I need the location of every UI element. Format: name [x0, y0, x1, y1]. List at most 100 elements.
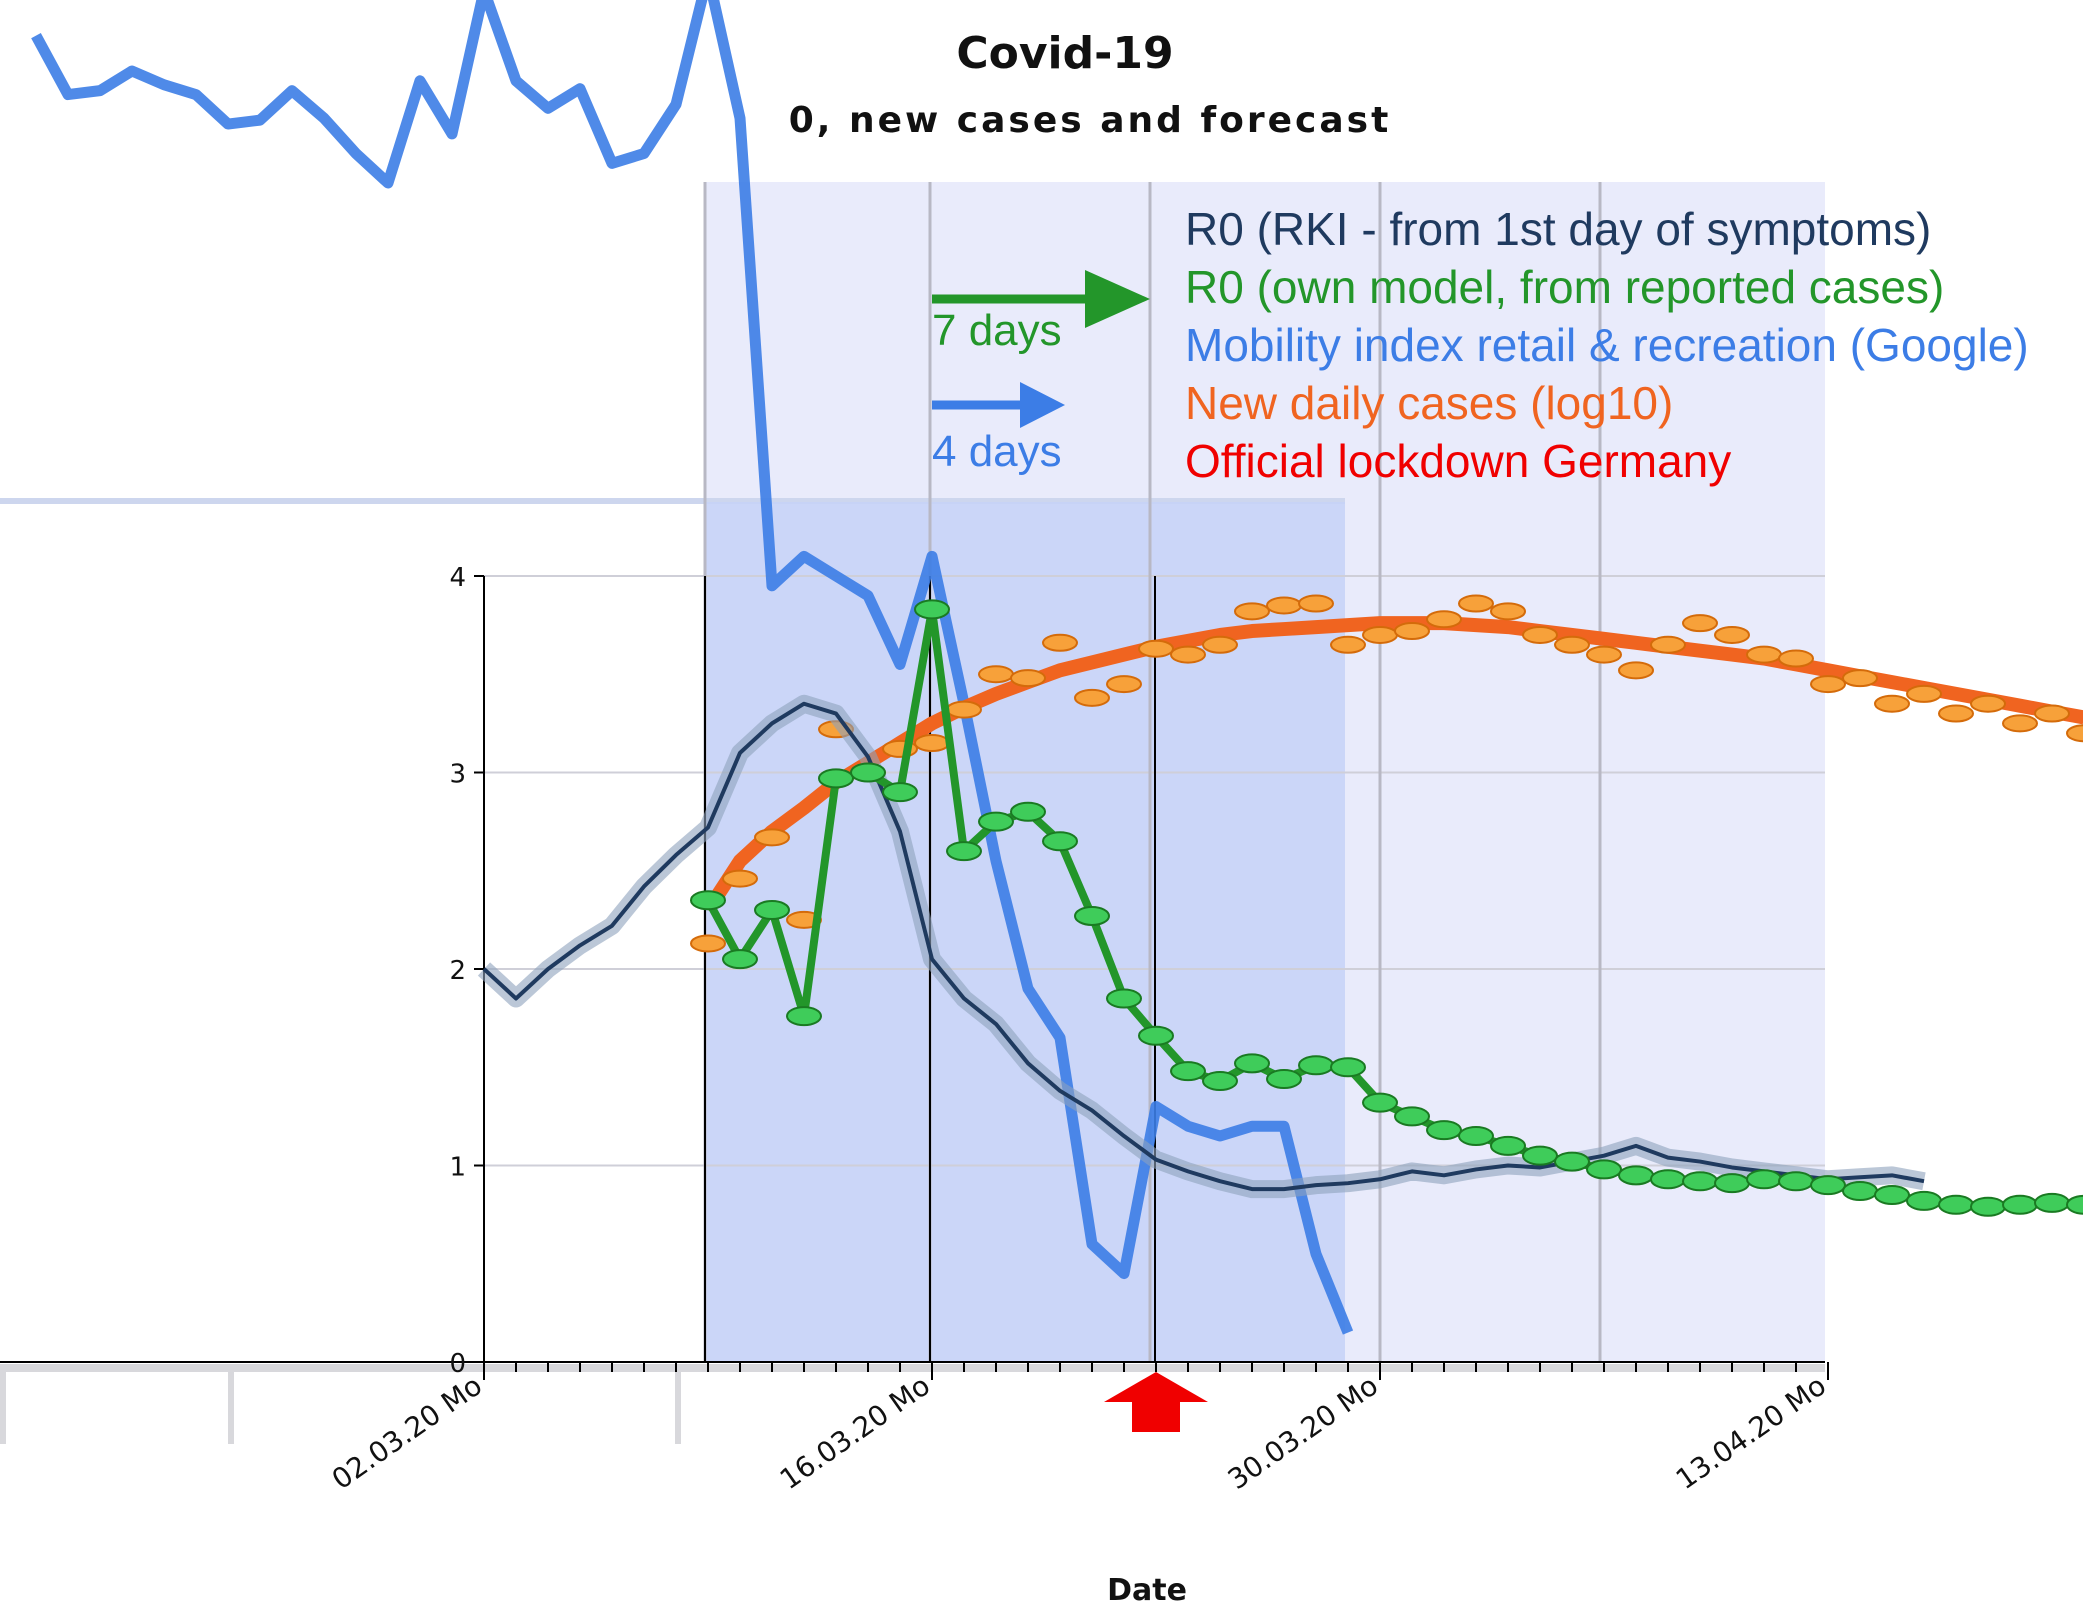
lockdown-marker — [1104, 1372, 1208, 1432]
cases-point — [1490, 602, 1526, 621]
mobility-baseline-band — [0, 498, 1345, 504]
cases-point — [1650, 635, 1686, 654]
own-model-point — [1042, 831, 1078, 852]
cases-point — [722, 869, 758, 888]
cases-point — [1586, 645, 1622, 664]
own-model-point — [850, 762, 886, 783]
cases-point — [1106, 675, 1142, 694]
own-model-point — [1586, 1159, 1622, 1180]
cases-point — [1746, 645, 1782, 664]
legend-entry-mobility: Mobility index retail & recreation (Goog… — [1185, 319, 2029, 371]
own-model-point — [1330, 1057, 1366, 1078]
legend-entry-r0-own: R0 (own model, from reported cases) — [1185, 261, 1944, 313]
annotation-7-days-label: 7 days — [932, 306, 1062, 355]
cases-point — [1938, 704, 1974, 723]
x-axis-title: Date — [1107, 1573, 1187, 1608]
own-model-point — [1906, 1190, 1942, 1211]
cases-point — [946, 700, 982, 719]
own-model-point — [1266, 1069, 1302, 1090]
x-tick-label: 13.04.20 Mo — [1670, 1369, 1832, 1496]
annotation-4-days-label: 4 days — [932, 427, 1062, 476]
cases-point — [1554, 635, 1590, 654]
own-model-point — [754, 900, 790, 921]
own-model-point — [1842, 1181, 1878, 1202]
cases-point — [1810, 675, 1846, 694]
cases-point — [1042, 633, 1078, 652]
own-model-point — [1970, 1196, 2006, 1217]
own-model-point — [1202, 1071, 1238, 1092]
own-model-point — [978, 811, 1014, 832]
own-model-point — [1010, 801, 1046, 822]
cases-point — [1426, 610, 1462, 629]
cases-point — [1682, 614, 1718, 633]
cases-point — [1874, 694, 1910, 713]
legend-entry-lockdown: Official lockdown Germany — [1185, 435, 1731, 487]
cases-point — [1714, 625, 1750, 644]
x-axis-shadow — [0, 1364, 1825, 1372]
own-model-point — [1106, 988, 1142, 1009]
y-tick-label: 2 — [449, 956, 466, 986]
annotation-7-days: 7 days — [932, 270, 1150, 355]
past-tick — [228, 1364, 234, 1444]
series-r0-own-model — [690, 599, 2083, 1217]
y-tick-label: 1 — [449, 1153, 466, 1183]
own-model-point — [1714, 1173, 1750, 1194]
series-r0-rki — [477, 694, 1926, 1199]
own-model-point — [1874, 1184, 1910, 1205]
own-model-point — [1778, 1171, 1814, 1192]
own-model-point — [818, 768, 854, 789]
own-model-point — [2002, 1194, 2038, 1215]
x-tick-label: 16.03.20 Mo — [774, 1369, 936, 1496]
cases-point — [1138, 639, 1174, 658]
own-model-point — [1458, 1126, 1494, 1147]
y-tick-label: 3 — [449, 760, 466, 790]
chart-title: Covid-19 — [956, 28, 1173, 79]
cases-point — [1202, 635, 1238, 654]
own-model-point — [1938, 1194, 1974, 1215]
cases-point — [1010, 669, 1046, 688]
past-tick — [675, 1364, 681, 1444]
series-mobility — [31, 0, 1354, 1335]
own-model-point — [1522, 1145, 1558, 1166]
cases-point — [1362, 625, 1398, 644]
own-model-point — [1810, 1175, 1846, 1196]
own-model-point — [722, 949, 758, 970]
cases-point — [1458, 594, 1494, 613]
y-ticks: 0 1 2 3 4 — [449, 563, 484, 1379]
rki-line — [482, 701, 1925, 1192]
cases-point — [1906, 684, 1942, 703]
own-model-point — [690, 890, 726, 911]
x-tick-label: 30.03.20 Mo — [1222, 1369, 1384, 1496]
y-tick-label: 0 — [449, 1349, 466, 1379]
own-model-point — [2034, 1192, 2070, 1213]
cases-point — [1394, 622, 1430, 641]
legend: R0 (RKI - from 1st day of symptoms) R0 (… — [1185, 203, 2029, 487]
own-model-point — [1234, 1053, 1270, 1074]
legend-entry-new-cases: New daily cases (log10) — [1185, 377, 1673, 429]
green-arrow-head — [1085, 270, 1150, 328]
own-model-point — [1426, 1120, 1462, 1141]
own-model-point — [1298, 1055, 1334, 1076]
own-model-point — [1394, 1106, 1430, 1127]
series-new-cases — [690, 594, 2083, 953]
legend-entry-r0-rki: R0 (RKI - from 1st day of symptoms) — [1185, 203, 1931, 255]
lockdown-arrow — [1104, 1372, 1208, 1432]
own-model-point — [1682, 1171, 1718, 1192]
y-tick-label: 4 — [449, 563, 466, 593]
cases-point — [1778, 649, 1814, 668]
cases-point — [690, 934, 726, 953]
cases-point — [1074, 688, 1110, 707]
mobility-line — [31, 0, 1354, 1335]
past-tick — [0, 1364, 6, 1444]
own-model-point — [1650, 1169, 1686, 1190]
cases-point — [2034, 704, 2070, 723]
own-model-point — [914, 599, 950, 620]
cases-point — [1170, 645, 1206, 664]
cases-point — [1234, 602, 1270, 621]
own-model-point — [882, 782, 918, 803]
chart-subtitle: 0, new cases and forecast — [789, 100, 1392, 141]
annotation-4-days: 4 days — [932, 382, 1065, 476]
own-model-point — [1490, 1135, 1526, 1156]
cases-point — [1298, 594, 1334, 613]
